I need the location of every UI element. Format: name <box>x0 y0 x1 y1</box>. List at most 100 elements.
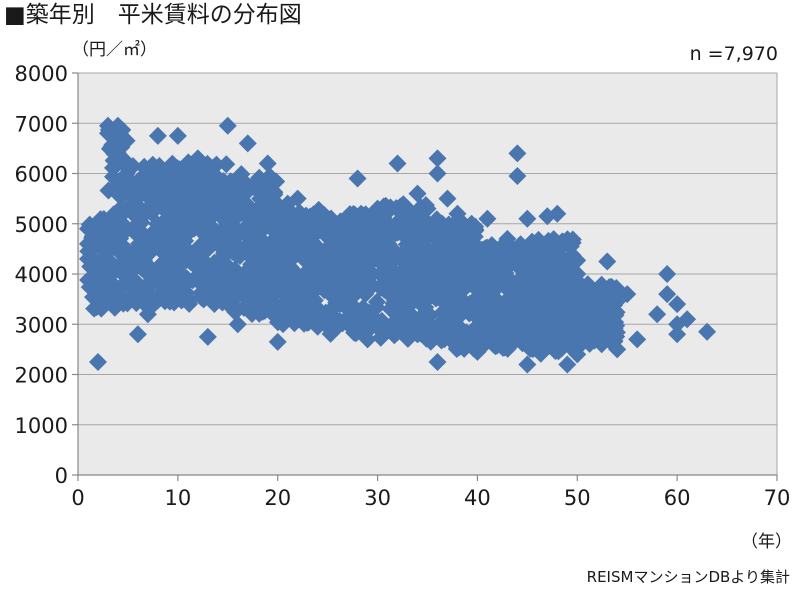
data-point-2066 <box>338 214 357 233</box>
data-point-1857 <box>534 303 553 322</box>
x-tick-label-30: 30 <box>364 486 391 510</box>
data-point-1668 <box>506 315 525 334</box>
data-point-2048 <box>668 295 687 314</box>
x-tick-label-10: 10 <box>164 486 191 510</box>
data-point-2047 <box>658 285 677 304</box>
data-point-1859 <box>552 317 571 336</box>
data-point-2033 <box>478 209 497 228</box>
data-point-1475 <box>444 271 463 290</box>
data-point-2025 <box>268 332 287 351</box>
data-point-2075 <box>108 144 127 163</box>
data-point-244 <box>119 242 138 261</box>
data-point-1818 <box>519 309 538 328</box>
data-point-904 <box>297 262 316 281</box>
data-point-2089 <box>378 219 397 238</box>
data-point-706 <box>255 301 274 320</box>
data-point-147 <box>103 264 122 283</box>
data-point-718 <box>224 233 243 252</box>
data-point-2072 <box>178 174 197 193</box>
data-point-527 <box>172 274 191 293</box>
data-point-1652 <box>471 305 490 324</box>
data-point-2076 <box>98 124 117 143</box>
y-tick-label-6000: 6000 <box>15 163 68 187</box>
data-point-2061 <box>298 310 317 329</box>
data-point-2073 <box>158 164 177 183</box>
data-point-2078 <box>78 249 97 268</box>
data-point-331 <box>146 186 165 205</box>
data-point-2054 <box>588 310 607 329</box>
data-point-1357 <box>420 306 439 325</box>
data-point-694 <box>225 207 244 226</box>
data-point-450 <box>217 155 236 174</box>
data-point-909 <box>301 216 320 235</box>
data-point-2041 <box>568 345 587 364</box>
data-point-301 <box>136 254 155 273</box>
x-tick-labels: 0 10 20 30 40 50 60 70 <box>71 486 790 510</box>
data-point-2029 <box>388 154 407 173</box>
data-point-2026 <box>238 134 257 153</box>
data-point-1473 <box>452 304 471 323</box>
data-point-2087 <box>438 189 457 208</box>
data-point-1089 <box>322 300 341 319</box>
data-point-2034 <box>508 144 527 163</box>
data-point-2058 <box>468 342 487 361</box>
data-point-2031 <box>428 164 447 183</box>
data-point-713 <box>219 261 238 280</box>
data-point-530 <box>202 283 221 302</box>
data-point-524 <box>190 237 209 256</box>
data-point-1654 <box>507 290 526 309</box>
data-point-529 <box>205 253 224 272</box>
data-point-2040 <box>558 355 577 374</box>
x-tick-label-0: 0 <box>71 486 84 510</box>
data-point-2057 <box>428 352 447 371</box>
data-point-2051 <box>648 305 667 324</box>
source-note: REISMマンションDBより集計 <box>586 568 790 586</box>
data-point-149 <box>107 214 126 233</box>
data-point-720 <box>241 295 260 314</box>
data-point-689 <box>242 223 261 242</box>
data-point-1273 <box>387 315 406 334</box>
data-point-327 <box>136 235 155 254</box>
y-tick-label-4000: 4000 <box>15 263 68 287</box>
data-point-320 <box>129 220 148 239</box>
data-point-1651 <box>502 249 521 268</box>
data-point-1288 <box>372 235 391 254</box>
data-point-1454 <box>427 210 446 229</box>
data-point-1246 <box>375 318 394 337</box>
y-tick-labels: 0 1000 2000 3000 4000 5000 6000 7000 8000 <box>15 62 68 488</box>
page-title: ■築年別 平米賃料の分布図 <box>4 2 302 28</box>
data-point-1667 <box>481 325 500 344</box>
data-point-1073 <box>322 209 341 228</box>
data-point-2028 <box>348 169 367 188</box>
x-tick-label-60: 60 <box>664 486 691 510</box>
data-point-2056 <box>598 300 617 319</box>
data-point-506 <box>181 253 200 272</box>
data-point-1831 <box>563 246 582 265</box>
data-point-2050 <box>668 325 687 344</box>
data-point-2071 <box>208 169 227 188</box>
data-point-2032 <box>448 204 467 223</box>
data-point-1858 <box>545 273 564 292</box>
data-point-711 <box>236 197 255 216</box>
data-point-902 <box>269 304 288 323</box>
data-point-2011 <box>607 316 626 335</box>
data-point-1669 <box>477 264 496 283</box>
data-point-2069 <box>288 189 307 208</box>
data-point-1093 <box>333 250 352 269</box>
data-point-337 <box>154 243 173 262</box>
data-point-525 <box>169 219 188 238</box>
data-point-1092 <box>343 250 362 269</box>
data-point-1070 <box>322 286 341 305</box>
data-point-2021 <box>198 327 217 346</box>
data-point-1479 <box>459 328 478 347</box>
data-point-1480 <box>432 236 451 255</box>
data-point-2043 <box>608 340 627 359</box>
data-point-2083 <box>548 249 567 268</box>
data-point-509 <box>180 294 199 313</box>
data-point-1291 <box>397 316 416 335</box>
data-point-1664 <box>505 275 524 294</box>
data-point-518 <box>191 203 210 222</box>
data-point-2085 <box>578 280 597 299</box>
data-point-2038 <box>538 207 557 226</box>
data-point-1099 <box>356 282 375 301</box>
